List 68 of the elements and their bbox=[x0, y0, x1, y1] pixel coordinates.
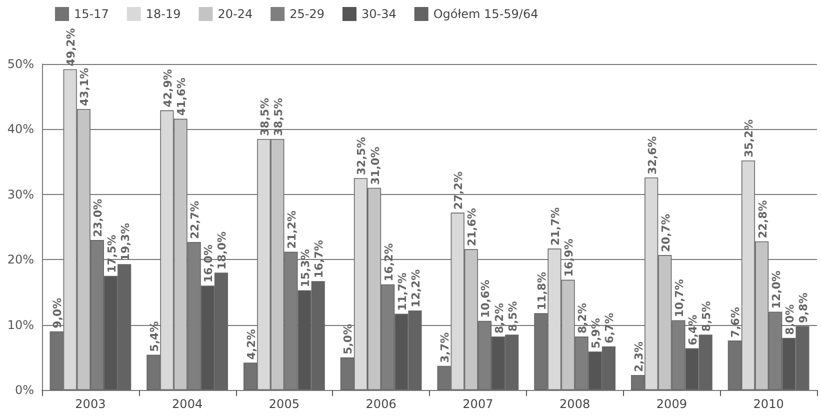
data-label: 11,7% bbox=[396, 272, 409, 311]
data-label: 38,5% bbox=[258, 98, 272, 136]
x-tick-label: 2009 bbox=[656, 397, 687, 411]
data-label: 21,7% bbox=[548, 207, 562, 246]
legend-label: 18-19 bbox=[146, 7, 181, 21]
x-tick-label: 2003 bbox=[75, 397, 106, 411]
data-label: 41,6% bbox=[175, 78, 188, 116]
data-label: 3,7% bbox=[438, 332, 452, 363]
x-tick-label: 2004 bbox=[172, 397, 203, 411]
data-label: 8,2% bbox=[492, 303, 506, 334]
data-label: 12,2% bbox=[409, 269, 422, 308]
data-label: 27,2% bbox=[452, 171, 466, 210]
data-label: 15,3% bbox=[299, 249, 312, 288]
data-label: 9,8% bbox=[796, 292, 810, 324]
data-label: 23,0% bbox=[92, 198, 105, 238]
data-label: 31,0% bbox=[368, 146, 382, 185]
y-tick-label: 40% bbox=[7, 122, 34, 136]
data-label: 5,9% bbox=[590, 318, 603, 349]
data-label: 16,2% bbox=[382, 243, 396, 282]
data-label: 8,0% bbox=[783, 304, 796, 335]
legend-label: 30-34 bbox=[361, 7, 396, 21]
data-label: 17,5% bbox=[105, 234, 118, 273]
data-label: 8,5% bbox=[700, 301, 714, 332]
data-label: 16,0% bbox=[202, 244, 216, 283]
y-tick-label: 50% bbox=[7, 57, 34, 71]
x-tick-label: 2010 bbox=[753, 397, 784, 411]
data-label: 16,7% bbox=[312, 240, 326, 278]
data-label: 49,2% bbox=[64, 28, 78, 66]
legend-label: Ogółem 15-59/64 bbox=[433, 7, 538, 21]
data-label: 21,2% bbox=[285, 210, 298, 249]
data-label: 22,8% bbox=[756, 200, 770, 238]
data-label: 20,7% bbox=[659, 214, 672, 252]
data-label: 21,6% bbox=[466, 208, 479, 246]
data-label: 6,4% bbox=[686, 314, 700, 346]
data-label: 11,8% bbox=[535, 272, 548, 310]
data-label: 35,2% bbox=[742, 119, 756, 158]
data-label: 19,3% bbox=[118, 222, 132, 262]
data-label: 4,2% bbox=[244, 329, 258, 360]
data-label: 18,0% bbox=[216, 231, 229, 270]
data-label: 8,5% bbox=[506, 301, 520, 332]
x-tick-label: 2008 bbox=[560, 397, 590, 411]
data-label: 8,2% bbox=[576, 303, 590, 334]
data-label: 32,6% bbox=[646, 136, 659, 174]
data-label: 32,5% bbox=[355, 136, 368, 176]
data-label: 22,7% bbox=[188, 200, 202, 239]
data-label: 43,1% bbox=[78, 68, 92, 106]
data-label: 7,6% bbox=[729, 306, 742, 338]
data-label: 16,9% bbox=[562, 238, 576, 277]
data-label: 10,7% bbox=[672, 279, 686, 318]
data-label: 10,6% bbox=[479, 280, 492, 318]
y-tick-label: 30% bbox=[7, 187, 34, 202]
legend-label: 20-24 bbox=[218, 7, 253, 21]
x-tick-label: 2007 bbox=[462, 397, 494, 411]
data-label: 5,0% bbox=[342, 324, 355, 354]
y-tick-label: 20% bbox=[7, 252, 34, 267]
x-tick-label: 2005 bbox=[268, 397, 300, 411]
data-label: 42,9% bbox=[161, 69, 174, 108]
x-tick-label: 2006 bbox=[366, 397, 396, 411]
legend-label: 25-29 bbox=[290, 7, 324, 21]
data-label: 6,7% bbox=[603, 312, 616, 344]
y-tick-label: 0% bbox=[14, 383, 34, 397]
data-label: 5,4% bbox=[148, 321, 161, 352]
data-label: 12,0% bbox=[770, 270, 783, 309]
data-label: 9,0% bbox=[51, 298, 64, 328]
data-label: 2,3% bbox=[632, 341, 646, 372]
data-label: 38,5% bbox=[272, 98, 285, 136]
legend-label: 15-17 bbox=[74, 7, 109, 21]
y-tick-label: 10% bbox=[7, 318, 34, 332]
